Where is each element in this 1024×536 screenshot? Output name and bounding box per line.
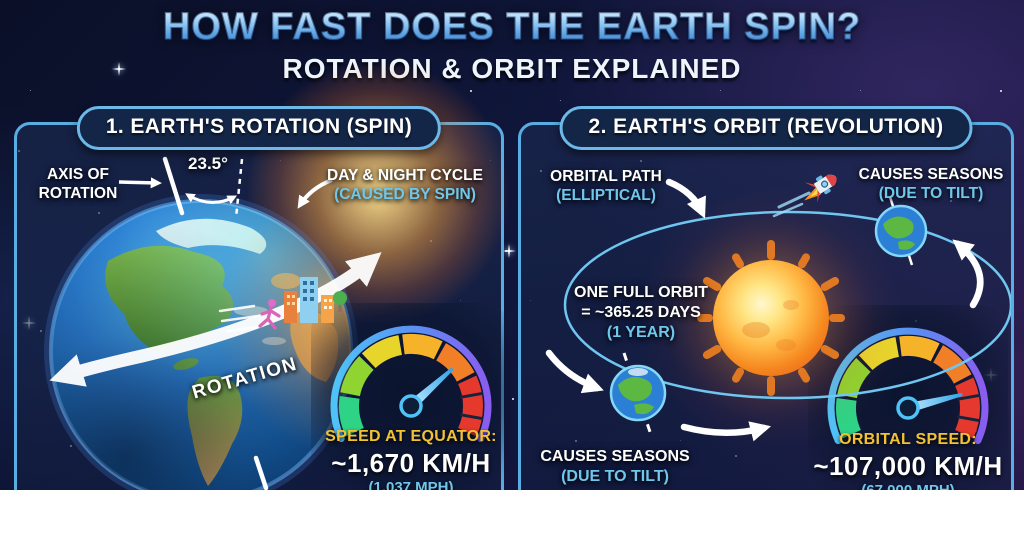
axis-of-rotation-label: AXIS OF ROTATION	[38, 166, 118, 203]
sparkle-star-icon	[502, 244, 516, 258]
orbit-panel-title: 2. EARTH'S ORBIT (REVOLUTION)	[559, 106, 973, 150]
orbital-path-label: ORBITAL PATH (ELLIPTICAL)	[550, 168, 662, 205]
rotation-panel: 1. EARTH'S ROTATION (SPIN)	[14, 63, 511, 490]
rotation-panel-title: 1. EARTH'S ROTATION (SPIN)	[76, 106, 442, 150]
main-title: HOW FAST DOES THE EARTH SPIN?	[0, 6, 1024, 49]
day-night-label: DAY & NIGHT CYCLE (CAUSED BY SPIN)	[327, 167, 483, 204]
earth-orbit-bottom-icon	[609, 352, 667, 436]
earth-orbit-top-icon	[874, 196, 928, 266]
bottom-white-band	[0, 490, 1024, 536]
sparkle-star-icon	[112, 62, 126, 76]
orbit-panel-title-text: 2. EARTH'S ORBIT (REVOLUTION)	[588, 115, 944, 138]
rocket-trail	[772, 191, 811, 218]
orbit-panel: 2. EARTH'S ORBIT (REVOLUTION)	[518, 106, 1014, 490]
orbit-duration-label: ONE FULL ORBIT = ~365.25 DAYS (1 YEAR)	[574, 284, 708, 341]
causes-seasons-top-label: CAUSES SEASONS (DUE TO TILT)	[858, 166, 1004, 203]
space-background: HOW FAST DOES THE EARTH SPIN? ROTATION &…	[0, 0, 1024, 490]
rotation-panel-title-text: 1. EARTH'S ROTATION (SPIN)	[105, 115, 413, 138]
tilt-angle-label: 23.5°	[188, 154, 228, 173]
causes-seasons-bottom-label: CAUSES SEASONS (DUE TO TILT)	[540, 448, 690, 485]
star-field	[0, 0, 1, 1]
orbital-speed-readout: ORBITAL SPEED: ~107,000 KM/H (67,000 MPH…	[813, 431, 1003, 490]
rocket-icon	[804, 174, 837, 203]
subtitle: ROTATION & ORBIT EXPLAINED	[282, 53, 742, 84]
speed-at-equator-readout: SPEED AT EQUATOR: ~1,670 KM/H (1,037 MPH…	[325, 428, 497, 490]
